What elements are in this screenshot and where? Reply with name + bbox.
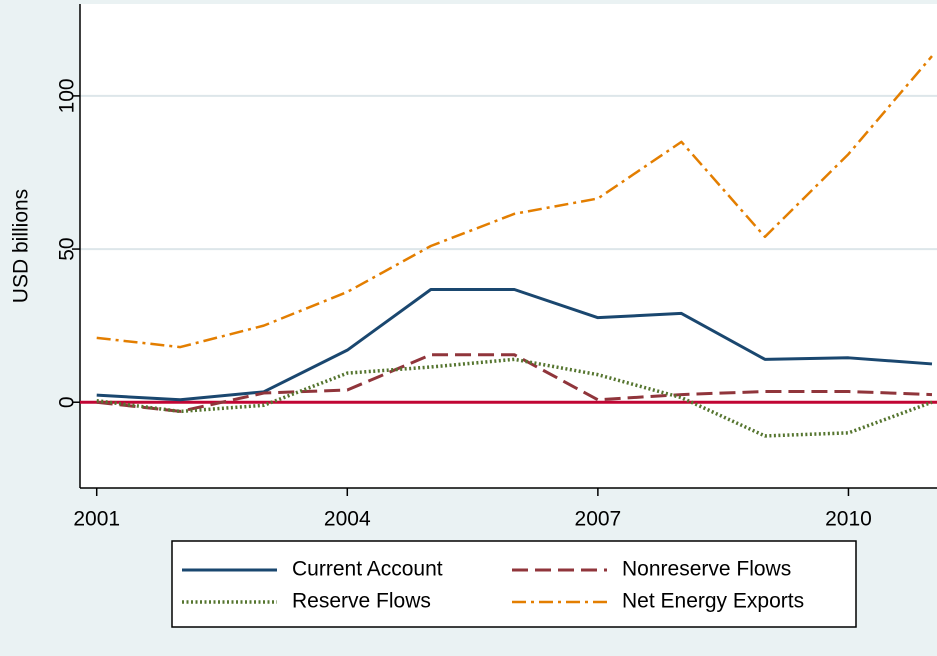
series-line	[96, 55, 933, 349]
legend-label: Current Account	[292, 558, 443, 581]
legend-box	[171, 540, 857, 628]
x-tick-label: 2007	[575, 508, 622, 531]
series-line	[96, 287, 933, 402]
legend-label: Reserve Flows	[292, 590, 431, 613]
legend-label: Net Energy Exports	[622, 590, 804, 613]
series-line	[96, 357, 933, 438]
y-tick-label: 0	[56, 396, 79, 408]
plot-area	[80, 4, 937, 488]
x-tick-label: 2010	[825, 508, 872, 531]
y-tick-label: 50	[56, 237, 79, 260]
legend-label: Nonreserve Flows	[622, 558, 791, 581]
y-tick-label: 100	[56, 78, 79, 113]
y-axis-label: USD billions	[10, 189, 33, 303]
x-tick-label: 2001	[73, 508, 120, 531]
series-line	[96, 353, 933, 413]
x-tick-label: 2004	[324, 508, 371, 531]
